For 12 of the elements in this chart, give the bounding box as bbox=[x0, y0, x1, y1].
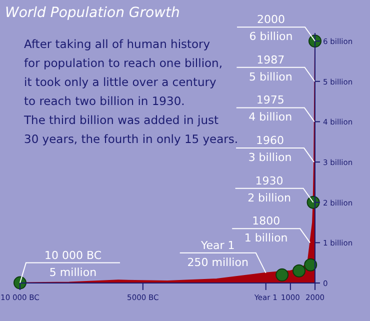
text: After taking all of human history for population to reach one billion, it took only a little over a century to reach two billion in 1930. The third billion was added in just 30 years, the fourth in only 15 years. bbox=[23, 37, 238, 146]
point bbox=[304, 258, 318, 272]
annotation: 1960 3 billion bbox=[248, 134, 292, 164]
point bbox=[276, 268, 289, 282]
annotation: 1987 5 billion bbox=[248, 53, 292, 84]
annotation: 1930 2 billion bbox=[248, 174, 292, 204]
annotation: 1800 1 billion bbox=[244, 214, 288, 245]
chart-title: World Population Growth bbox=[5, 5, 180, 21]
annotation: 2000 6 billion bbox=[249, 13, 293, 44]
point bbox=[292, 264, 306, 278]
annotation: 10 000 BC 5 million bbox=[44, 248, 102, 279]
annotation: 1975 4 billion bbox=[248, 94, 292, 124]
